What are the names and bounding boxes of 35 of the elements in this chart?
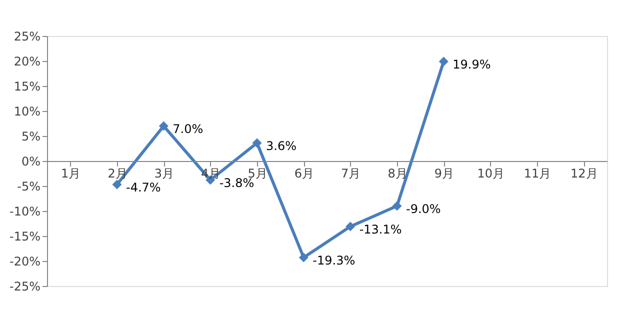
y-tick-label: -10% bbox=[9, 204, 40, 218]
data-label: -19.3% bbox=[312, 254, 356, 268]
y-tick-label: 20% bbox=[14, 54, 40, 68]
y-tick-label: 5% bbox=[21, 130, 40, 144]
y-tick-label: -20% bbox=[9, 254, 40, 268]
y-tick-label: 25% bbox=[14, 30, 40, 44]
y-tick-label: -5% bbox=[17, 180, 40, 194]
x-tick-label: 10月 bbox=[477, 166, 504, 180]
point bbox=[392, 201, 402, 211]
x-tick-label: 6月 bbox=[294, 166, 314, 180]
data-label: 19.9% bbox=[452, 58, 491, 72]
y-tick-label: 15% bbox=[14, 80, 40, 94]
data-label: 7.0% bbox=[172, 122, 204, 136]
x-tick-label: 9月 bbox=[434, 166, 454, 180]
point bbox=[158, 121, 168, 131]
x-tick-label: 11月 bbox=[524, 166, 552, 180]
x-tick-label: 12月 bbox=[570, 166, 598, 180]
point bbox=[252, 138, 262, 148]
point bbox=[298, 252, 308, 262]
x-tick-label: 2月 bbox=[108, 166, 128, 180]
point bbox=[346, 222, 356, 232]
data-label: 3.6% bbox=[266, 139, 296, 153]
x-tick-label: 7月 bbox=[341, 166, 361, 180]
y-tick-label: 0% bbox=[21, 154, 40, 168]
data-label: -9.0% bbox=[406, 202, 441, 216]
x-tick-label: 1月 bbox=[61, 166, 81, 180]
data-label: -13.1% bbox=[359, 222, 402, 236]
y-tick-label: -15% bbox=[9, 230, 40, 244]
y-tick-label: -25% bbox=[9, 280, 40, 294]
point bbox=[438, 56, 448, 66]
x-tick-label: 8月 bbox=[388, 166, 408, 180]
x-tick-label: 3月 bbox=[154, 166, 174, 180]
y-tick-label: 10% bbox=[14, 104, 40, 118]
point bbox=[112, 180, 122, 190]
data-label: -4.7% bbox=[126, 180, 161, 194]
